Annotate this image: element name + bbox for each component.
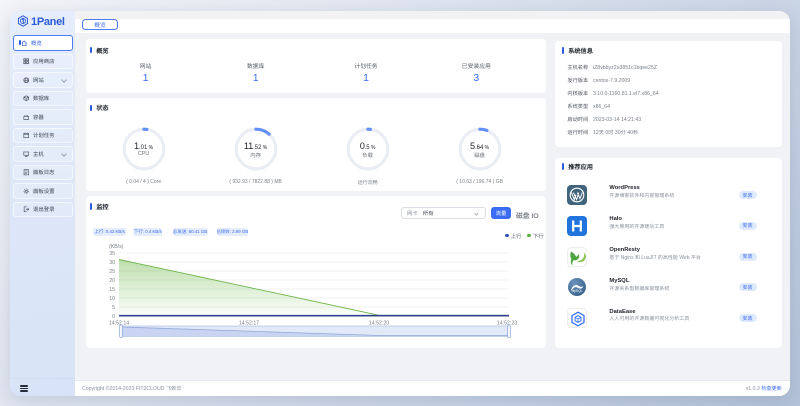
svg-text:30: 30: [109, 260, 115, 266]
svg-text:10: 10: [109, 296, 115, 302]
svg-text:35: 35: [109, 251, 115, 257]
svg-text:15: 15: [109, 287, 115, 293]
svg-text:0: 0: [112, 314, 115, 320]
svg-text:(KB/s): (KB/s): [109, 244, 124, 250]
svg-text:5: 5: [112, 305, 115, 311]
svg-text:14:52:23: 14:52:23: [497, 321, 517, 327]
svg-text:14:52:20: 14:52:20: [369, 321, 389, 327]
svg-text:25: 25: [109, 269, 115, 275]
svg-text:MySQL: MySQL: [572, 290, 583, 294]
svg-text:20: 20: [109, 278, 115, 284]
svg-text:14:52:14: 14:52:14: [109, 321, 129, 327]
svg-text:14:52:17: 14:52:17: [239, 321, 259, 327]
